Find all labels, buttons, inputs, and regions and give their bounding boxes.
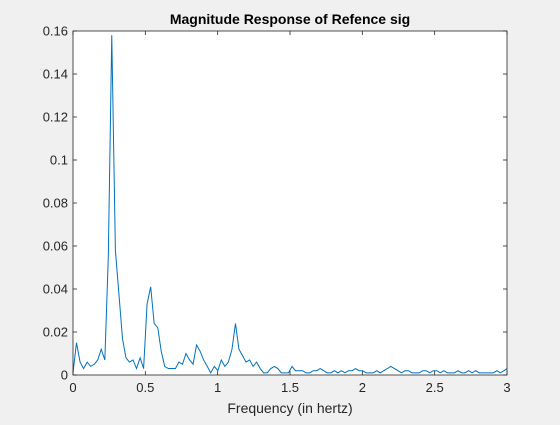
x-axis-label: Frequency (in hertz)	[227, 400, 352, 416]
y-tick-label: 0.08	[43, 196, 68, 211]
x-tick-label: 3	[503, 380, 510, 395]
y-tick-label: 0.06	[43, 239, 68, 254]
x-tick-label: 0	[69, 380, 76, 395]
y-tick-label: 0.16	[43, 24, 68, 39]
plot-area	[73, 31, 507, 375]
y-tick-label: 0.14	[43, 67, 68, 82]
x-tick-label: 1.5	[281, 380, 299, 395]
x-tick-label: 2.5	[426, 380, 444, 395]
x-tick-label: 1	[214, 380, 221, 395]
y-tick-label: 0.02	[43, 325, 68, 340]
y-tick-label: 0.12	[43, 110, 68, 125]
y-tick-label: 0.04	[43, 282, 68, 297]
series-line-0	[72, 35, 508, 374]
chart-title: Magnitude Response of Refence sig	[170, 11, 410, 27]
x-tick-label: 2	[359, 380, 366, 395]
y-tick-label: 0.1	[50, 153, 68, 168]
y-tick-label: 0	[61, 368, 68, 383]
x-tick-label: 0.5	[136, 380, 154, 395]
